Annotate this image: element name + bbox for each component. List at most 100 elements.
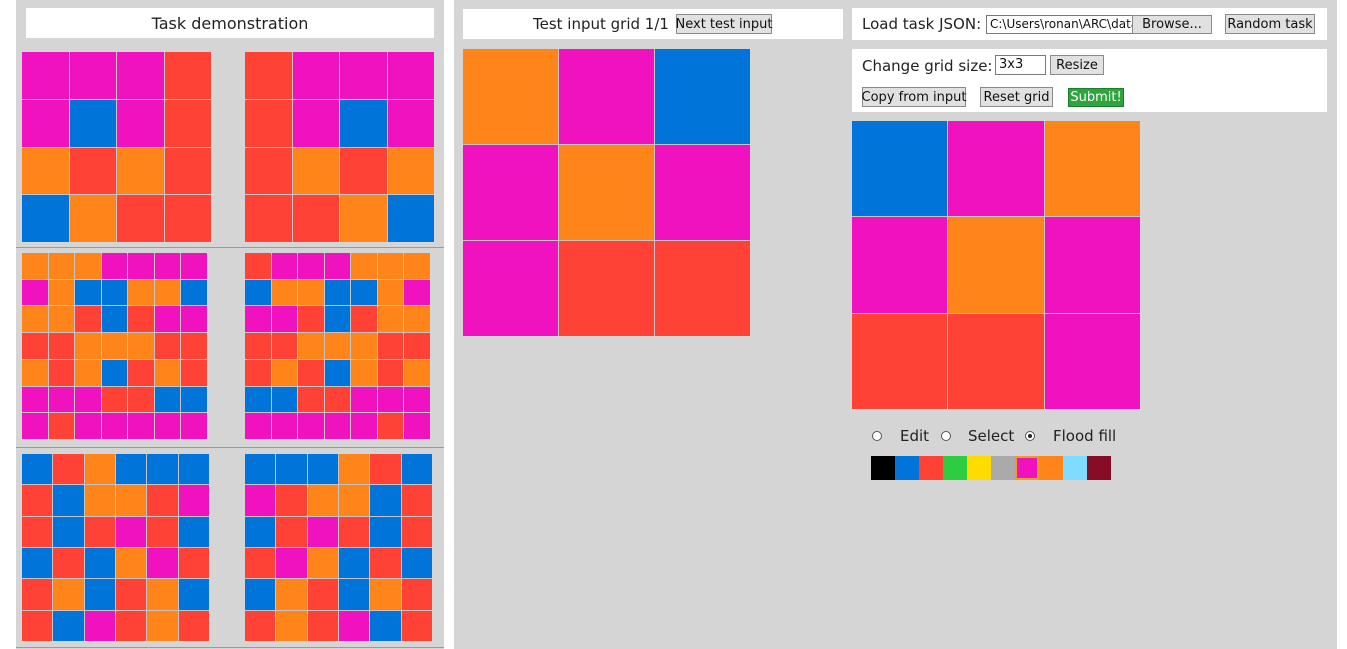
grid-cell — [298, 253, 324, 279]
grid-cell — [69, 195, 116, 242]
grid-cell — [340, 147, 387, 195]
grid-cell — [22, 253, 48, 279]
resize-button[interactable]: Resize — [1050, 55, 1104, 75]
grid-cell[interactable] — [1044, 217, 1140, 313]
browse-button[interactable]: Browse... — [1132, 15, 1212, 34]
grid-cell — [101, 333, 128, 359]
grid-cell — [53, 579, 84, 610]
grid-cell — [147, 579, 178, 610]
palette-swatch-1[interactable] — [895, 456, 919, 480]
palette-swatch-4[interactable] — [967, 456, 991, 480]
next-test-input-button[interactable]: Next test input — [676, 14, 772, 34]
demo-pair-2-input — [22, 253, 207, 439]
grid-cell — [22, 516, 53, 547]
palette-swatch-9[interactable] — [1087, 456, 1111, 480]
grid-cell[interactable] — [948, 217, 1044, 313]
grid-cell[interactable] — [1044, 121, 1140, 217]
grid-cell — [48, 333, 75, 359]
grid-cell — [181, 386, 207, 413]
grid-cell — [164, 195, 211, 242]
grid-cell — [377, 359, 404, 386]
grid-cell — [53, 548, 84, 579]
grid-cell — [387, 147, 434, 195]
submit-button[interactable]: Submit! — [1068, 88, 1124, 107]
grid-cell[interactable] — [1044, 313, 1140, 409]
grid-cell — [559, 241, 654, 336]
grid-cell[interactable] — [852, 217, 948, 313]
grid-cell — [298, 279, 324, 306]
grid-cell — [377, 279, 404, 306]
output-grid[interactable] — [852, 121, 1140, 409]
grid-cell — [22, 359, 48, 386]
grid-cell — [245, 454, 276, 485]
grid-cell[interactable] — [852, 121, 948, 217]
palette-swatch-3[interactable] — [943, 456, 967, 480]
grid-cell — [298, 359, 324, 386]
palette-swatch-0[interactable] — [871, 456, 895, 480]
grid-cell — [22, 333, 48, 359]
grid-cell — [245, 610, 276, 641]
grid-cell — [292, 147, 339, 195]
grid-cell — [75, 413, 101, 439]
grid-cell — [22, 485, 53, 516]
grid-cell — [404, 306, 430, 333]
grid-cell — [101, 279, 128, 306]
grid-cell — [401, 548, 432, 579]
grid-cell — [559, 49, 654, 144]
grid-cell — [117, 147, 164, 195]
palette-swatch-6[interactable] — [1015, 456, 1039, 480]
random-task-button[interactable]: Random task — [1225, 14, 1315, 34]
grid-cell — [404, 279, 430, 306]
copy-from-input-button[interactable]: Copy from input — [862, 87, 966, 107]
grid-size-input[interactable]: 3x3 — [995, 55, 1046, 75]
grid-cell — [307, 454, 338, 485]
grid-cell[interactable] — [948, 313, 1044, 409]
select-mode-label: Select — [968, 427, 1015, 445]
grid-cell — [22, 610, 53, 641]
grid-cell — [351, 359, 377, 386]
palette-swatch-7[interactable] — [1039, 456, 1063, 480]
edit-mode-radio[interactable] — [872, 431, 882, 441]
grid-cell — [53, 610, 84, 641]
test-title: Test input grid 1/1 — [533, 15, 669, 33]
grid-cell — [48, 306, 75, 333]
select-mode-radio[interactable] — [941, 431, 951, 441]
reset-grid-button[interactable]: Reset grid — [980, 87, 1053, 107]
grid-cell — [245, 413, 271, 439]
grid-cell[interactable] — [948, 121, 1044, 217]
grid-cell — [324, 359, 351, 386]
grid-cell — [404, 359, 430, 386]
grid-cell — [181, 253, 207, 279]
test-header-box: Test input grid 1/1 — [463, 9, 843, 39]
grid-cell — [147, 548, 178, 579]
grid-cell — [75, 253, 101, 279]
grid-cell — [22, 99, 69, 147]
palette-swatch-5[interactable] — [991, 456, 1015, 480]
grid-cell — [75, 359, 101, 386]
grid-cell — [307, 548, 338, 579]
grid-cell — [377, 413, 404, 439]
file-path-field[interactable]: C:\Users\ronan\ARC\data — [986, 15, 1134, 34]
palette-swatch-2[interactable] — [919, 456, 943, 480]
grid-cell — [22, 147, 69, 195]
grid-cell — [245, 147, 292, 195]
grid-cell — [84, 485, 115, 516]
grid-cell — [147, 454, 178, 485]
grid-cell — [53, 454, 84, 485]
grid-cell — [307, 610, 338, 641]
palette-swatch-8[interactable] — [1063, 456, 1087, 480]
grid-cell — [181, 279, 207, 306]
grid-cell[interactable] — [852, 313, 948, 409]
grid-cell — [117, 195, 164, 242]
grid-cell — [164, 147, 211, 195]
grid-cell — [245, 195, 292, 242]
flood-fill-mode-radio[interactable] — [1025, 431, 1035, 441]
grid-cell — [69, 147, 116, 195]
grid-cell — [401, 579, 432, 610]
grid-cell — [48, 386, 75, 413]
grid-cell — [463, 145, 558, 240]
grid-cell — [377, 333, 404, 359]
grid-cell — [178, 579, 209, 610]
grid-cell — [351, 386, 377, 413]
grid-cell — [154, 279, 181, 306]
